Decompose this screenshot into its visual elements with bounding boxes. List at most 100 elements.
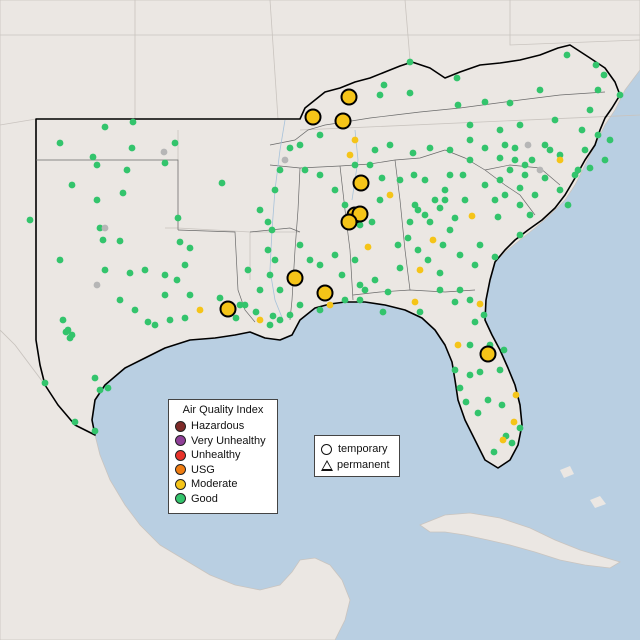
monitor-dot[interactable] <box>378 174 386 182</box>
monitor-dot[interactable] <box>256 316 264 324</box>
monitor-dot[interactable] <box>414 206 422 214</box>
monitor-dot[interactable] <box>96 386 104 394</box>
monitor-dot[interactable] <box>516 231 524 239</box>
monitor-dot[interactable] <box>411 201 419 209</box>
monitor-dot[interactable] <box>592 61 600 69</box>
monitor-dot[interactable] <box>586 106 594 114</box>
monitor-dot[interactable] <box>456 384 464 392</box>
monitor-dot[interactable] <box>500 346 508 354</box>
monitor-dot[interactable] <box>151 321 159 329</box>
monitor-dot[interactable] <box>498 401 506 409</box>
monitor-dot[interactable] <box>244 266 252 274</box>
monitor-dot[interactable] <box>426 144 434 152</box>
monitor-dot[interactable] <box>93 281 101 289</box>
monitor-dot[interactable] <box>264 218 272 226</box>
monitor-dot[interactable] <box>496 154 504 162</box>
monitor-dot[interactable] <box>441 196 449 204</box>
monitor-dot[interactable] <box>341 296 349 304</box>
monitor-dot[interactable] <box>441 186 449 194</box>
monitor-dot[interactable] <box>173 276 181 284</box>
monitor-dot[interactable] <box>454 341 462 349</box>
monitor-dot[interactable] <box>600 71 608 79</box>
temporary-monitor-marker[interactable] <box>304 108 322 126</box>
monitor-dot[interactable] <box>123 166 131 174</box>
monitor-dot[interactable] <box>466 371 474 379</box>
monitor-dot[interactable] <box>541 141 549 149</box>
monitor-dot[interactable] <box>491 253 499 261</box>
monitor-dot[interactable] <box>218 179 226 187</box>
monitor-dot[interactable] <box>556 151 564 159</box>
monitor-dot[interactable] <box>436 286 444 294</box>
monitor-dot[interactable] <box>436 269 444 277</box>
monitor-dot[interactable] <box>160 148 168 156</box>
temporary-monitor-marker[interactable] <box>479 345 497 363</box>
monitor-dot[interactable] <box>396 264 404 272</box>
monitor-dot[interactable] <box>101 123 109 131</box>
monitor-dot[interactable] <box>394 241 402 249</box>
monitor-dot[interactable] <box>296 301 304 309</box>
monitor-dot[interactable] <box>411 298 419 306</box>
monitor-dot[interactable] <box>471 318 479 326</box>
monitor-dot[interactable] <box>601 156 609 164</box>
temporary-monitor-marker[interactable] <box>340 88 358 106</box>
monitor-dot[interactable] <box>93 196 101 204</box>
monitor-dot[interactable] <box>556 186 564 194</box>
monitor-dot[interactable] <box>541 174 549 182</box>
monitor-dot[interactable] <box>426 218 434 226</box>
monitor-dot[interactable] <box>563 51 571 59</box>
monitor-dot[interactable] <box>453 74 461 82</box>
monitor-dot[interactable] <box>536 86 544 94</box>
monitor-dot[interactable] <box>556 156 564 164</box>
monitor-dot[interactable] <box>176 238 184 246</box>
monitor-dot[interactable] <box>286 144 294 152</box>
monitor-dot[interactable] <box>462 398 470 406</box>
monitor-dot[interactable] <box>459 171 467 179</box>
monitor-dot[interactable] <box>338 271 346 279</box>
monitor-dot[interactable] <box>266 271 274 279</box>
monitor-dot[interactable] <box>174 214 182 222</box>
monitor-dot[interactable] <box>316 306 324 314</box>
monitor-dot[interactable] <box>586 164 594 172</box>
monitor-dot[interactable] <box>474 409 482 417</box>
monitor-dot[interactable] <box>171 139 179 147</box>
monitor-dot[interactable] <box>481 144 489 152</box>
monitor-dot[interactable] <box>119 189 127 197</box>
monitor-dot[interactable] <box>351 256 359 264</box>
monitor-dot[interactable] <box>431 196 439 204</box>
monitor-dot[interactable] <box>269 312 277 320</box>
monitor-dot[interactable] <box>491 196 499 204</box>
monitor-dot[interactable] <box>129 118 137 126</box>
monitor-dot[interactable] <box>99 236 107 244</box>
monitor-dot[interactable] <box>466 341 474 349</box>
monitor-dot[interactable] <box>516 121 524 129</box>
monitor-dot[interactable] <box>466 121 474 129</box>
monitor-dot[interactable] <box>196 306 204 314</box>
monitor-dot[interactable] <box>186 291 194 299</box>
monitor-dot[interactable] <box>181 261 189 269</box>
monitor-dot[interactable] <box>404 234 412 242</box>
monitor-dot[interactable] <box>476 300 484 308</box>
monitor-dot[interactable] <box>101 224 109 232</box>
monitor-dot[interactable] <box>62 328 70 336</box>
monitor-dot[interactable] <box>406 218 414 226</box>
monitor-dot[interactable] <box>316 171 324 179</box>
monitor-dot[interactable] <box>528 156 536 164</box>
monitor-dot[interactable] <box>379 308 387 316</box>
monitor-dot[interactable] <box>116 296 124 304</box>
monitor-dot[interactable] <box>481 98 489 106</box>
monitor-dot[interactable] <box>421 176 429 184</box>
monitor-dot[interactable] <box>496 366 504 374</box>
temporary-monitor-marker[interactable] <box>316 284 334 302</box>
monitor-dot[interactable] <box>266 321 274 329</box>
monitor-dot[interactable] <box>56 139 64 147</box>
monitor-dot[interactable] <box>116 237 124 245</box>
monitor-dot[interactable] <box>456 251 464 259</box>
monitor-dot[interactable] <box>186 244 194 252</box>
monitor-dot[interactable] <box>386 191 394 199</box>
monitor-dot[interactable] <box>466 296 474 304</box>
monitor-dot[interactable] <box>386 141 394 149</box>
monitor-dot[interactable] <box>546 146 554 154</box>
monitor-dot[interactable] <box>516 184 524 192</box>
